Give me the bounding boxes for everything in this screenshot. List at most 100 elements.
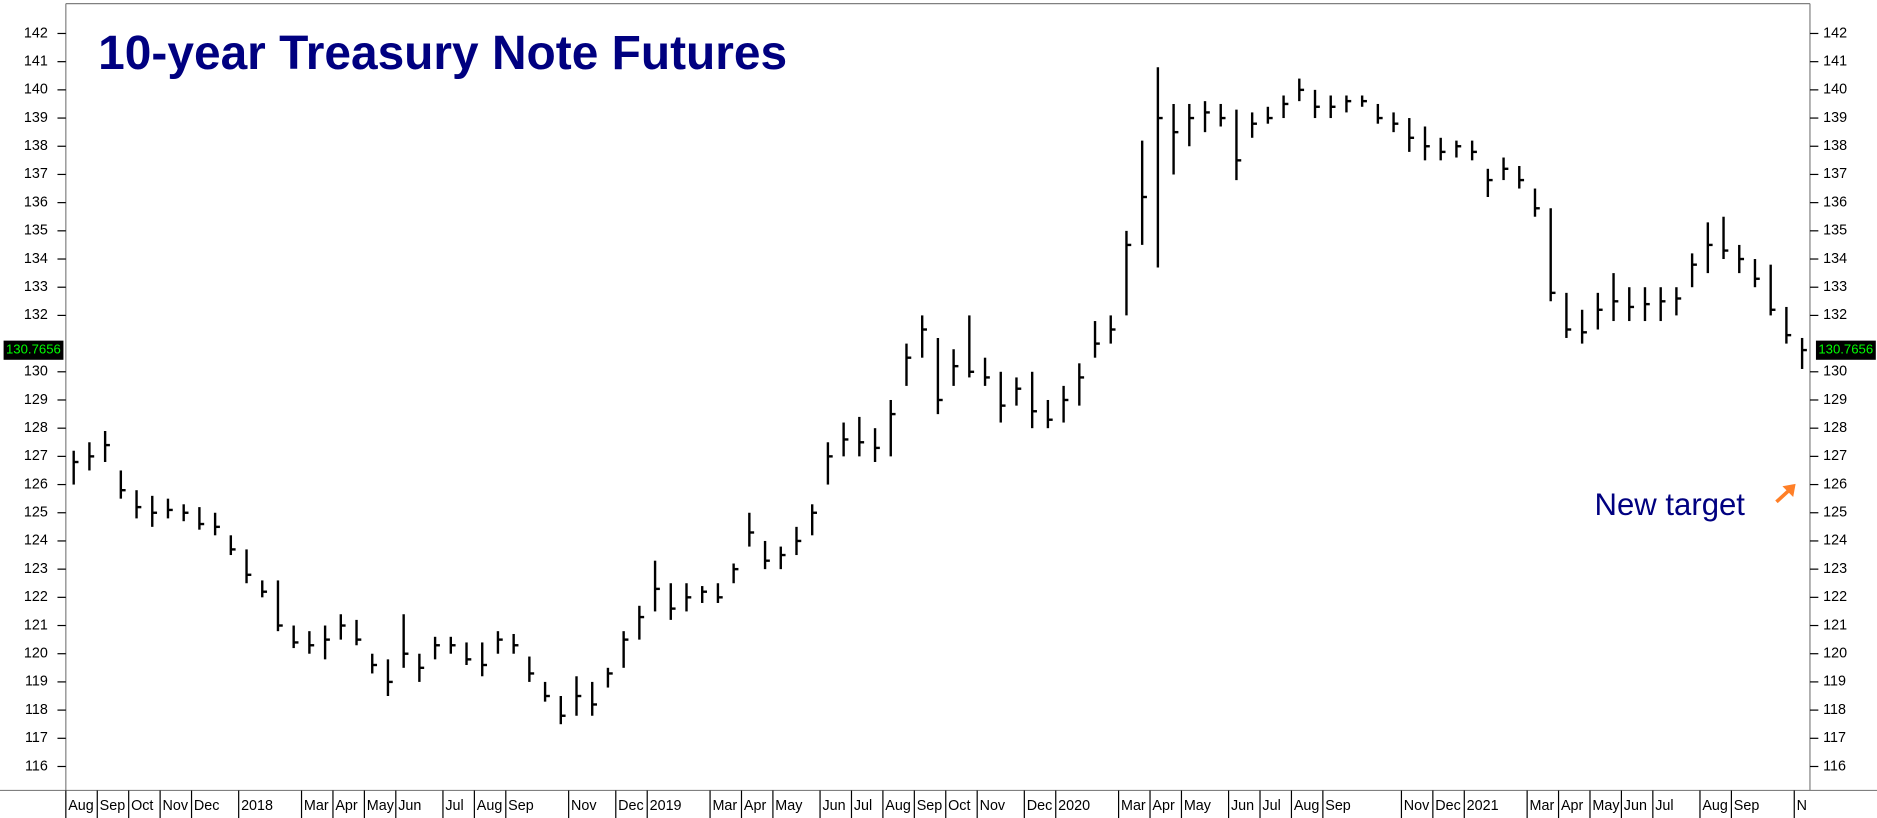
y-tick-label: 139 bbox=[24, 110, 48, 126]
x-tick-label: 2018 bbox=[241, 798, 273, 814]
x-tick-label: Nov bbox=[980, 798, 1006, 814]
y-tick-label: 119 bbox=[25, 674, 48, 690]
y-tick-label: 133 bbox=[1823, 279, 1847, 295]
y-tick-label: 134 bbox=[1823, 251, 1847, 267]
y-tick-label: 117 bbox=[1823, 730, 1846, 746]
x-tick-label: Dec bbox=[1027, 798, 1053, 814]
x-tick-label: Apr bbox=[1561, 798, 1584, 814]
y-tick-label: 122 bbox=[1823, 589, 1847, 605]
x-tick-label: Jul bbox=[1262, 798, 1280, 814]
x-tick-label: Jul bbox=[445, 798, 463, 814]
x-tick-label: Nov bbox=[571, 798, 597, 814]
last-price-box bbox=[1815, 340, 1876, 360]
x-tick-label: 2021 bbox=[1467, 798, 1499, 814]
plot: 116 116 117 117 118 118 119 119 120 120 121 121 122 1… bbox=[3, 25, 1876, 818]
x-tick-label: Sep bbox=[1734, 798, 1760, 814]
x-tick-label: Jun bbox=[822, 798, 845, 814]
x-tick-label: Sep bbox=[508, 798, 534, 814]
x-tick-label: Oct bbox=[131, 798, 153, 814]
y-tick-label: 121 bbox=[1823, 617, 1847, 633]
y-tick-label: 125 bbox=[24, 505, 48, 521]
x-tick-label: Aug bbox=[885, 798, 911, 814]
y-tick-label: 116 bbox=[25, 758, 48, 774]
y-tick-label: 126 bbox=[24, 476, 48, 492]
y-tick-label: 142 bbox=[24, 25, 48, 41]
x-tick-label: May bbox=[775, 798, 803, 814]
y-tick-label: 128 bbox=[24, 420, 48, 436]
x-tick-label: Mar bbox=[712, 798, 737, 814]
y-tick-label: 141 bbox=[24, 53, 48, 69]
y-tick-label: 123 bbox=[24, 561, 48, 577]
x-tick-label: May bbox=[1184, 798, 1212, 814]
y-tick-label: 122 bbox=[24, 589, 48, 605]
y-tick-label: 137 bbox=[24, 166, 48, 182]
x-tick-label: Apr bbox=[744, 798, 767, 814]
y-tick-label: 139 bbox=[1823, 110, 1847, 126]
x-tick-label: Sep bbox=[100, 798, 126, 814]
annotation: New target bbox=[1594, 487, 1745, 522]
x-tick-label: Aug bbox=[68, 798, 94, 814]
y-tick-label: 125 bbox=[1823, 505, 1847, 521]
y-tick-label: 118 bbox=[25, 702, 48, 718]
y-tick-label: 120 bbox=[1823, 646, 1847, 662]
x-tick-label: May bbox=[367, 798, 395, 814]
x-tick-label: Dec bbox=[618, 798, 644, 814]
x-tick-label: Jul bbox=[1655, 798, 1673, 814]
y-tick-label: 124 bbox=[24, 533, 48, 549]
x-tick-label: Oct bbox=[948, 798, 970, 814]
x-tick-label: N bbox=[1797, 798, 1807, 814]
y-tick-label: 126 bbox=[1823, 476, 1847, 492]
x-tick-label: Aug bbox=[1294, 798, 1320, 814]
x-tick-label: Apr bbox=[335, 798, 358, 814]
y-tick-label: 129 bbox=[24, 392, 48, 408]
x-tick-label: Aug bbox=[477, 798, 503, 814]
y-tick-label: 133 bbox=[24, 279, 48, 295]
x-tick-label: Nov bbox=[163, 798, 189, 814]
x-tick-label: Mar bbox=[1121, 798, 1146, 814]
y-tick-label: 120 bbox=[24, 646, 48, 662]
x-tick-label: Sep bbox=[1325, 798, 1351, 814]
x-tick-label: Apr bbox=[1152, 798, 1175, 814]
y-tick-label: 137 bbox=[1823, 166, 1847, 182]
x-tick-label: 2020 bbox=[1058, 798, 1090, 814]
y-tick-label: 118 bbox=[1823, 702, 1846, 718]
y-tick-label: 117 bbox=[25, 730, 48, 746]
x-tick-label: Jul bbox=[854, 798, 872, 814]
x-tick-label: Sep bbox=[917, 798, 943, 814]
y-tick-label: 123 bbox=[1823, 561, 1847, 577]
y-tick-label: 128 bbox=[1823, 420, 1847, 436]
last-price-label: 130.7656 bbox=[6, 342, 61, 357]
x-tick-label: Jun bbox=[1231, 798, 1254, 814]
y-tick-label: 142 bbox=[1823, 25, 1847, 41]
y-tick-label: 141 bbox=[1823, 53, 1847, 69]
y-tick-label: 127 bbox=[24, 448, 48, 464]
arrow-head bbox=[1782, 483, 1796, 498]
x-tick-label: Nov bbox=[1404, 798, 1430, 814]
y-tick-label: 127 bbox=[1823, 448, 1847, 464]
y-tick-label: 138 bbox=[1823, 138, 1847, 154]
y-tick-label: 132 bbox=[1823, 307, 1847, 323]
y-tick-label: 116 bbox=[1823, 758, 1846, 774]
y-tick-label: 130 bbox=[24, 364, 48, 380]
x-tick-label: Jun bbox=[398, 798, 421, 814]
x-tick-label: Dec bbox=[194, 798, 220, 814]
y-tick-label: 136 bbox=[1823, 194, 1847, 210]
y-tick-label: 121 bbox=[24, 617, 48, 633]
y-tick-label: 132 bbox=[24, 307, 48, 323]
y-tick-label: 135 bbox=[1823, 223, 1847, 239]
last-price-box bbox=[3, 340, 64, 360]
x-tick-label: Jun bbox=[1624, 798, 1647, 814]
x-tick-label: Mar bbox=[1530, 798, 1555, 814]
y-tick-label: 135 bbox=[24, 223, 48, 239]
x-tick-label: May bbox=[1592, 798, 1620, 814]
x-tick-label: Aug bbox=[1702, 798, 1728, 814]
arrow-shaft bbox=[1775, 488, 1791, 504]
y-tick-label: 140 bbox=[1823, 82, 1847, 98]
x-tick-label: Dec bbox=[1435, 798, 1461, 814]
y-tick-label: 124 bbox=[1823, 533, 1847, 549]
x-tick-label: 2019 bbox=[650, 798, 682, 814]
chart-title: 10-year Treasury Note Futures bbox=[98, 27, 787, 80]
y-tick-label: 134 bbox=[24, 251, 48, 267]
